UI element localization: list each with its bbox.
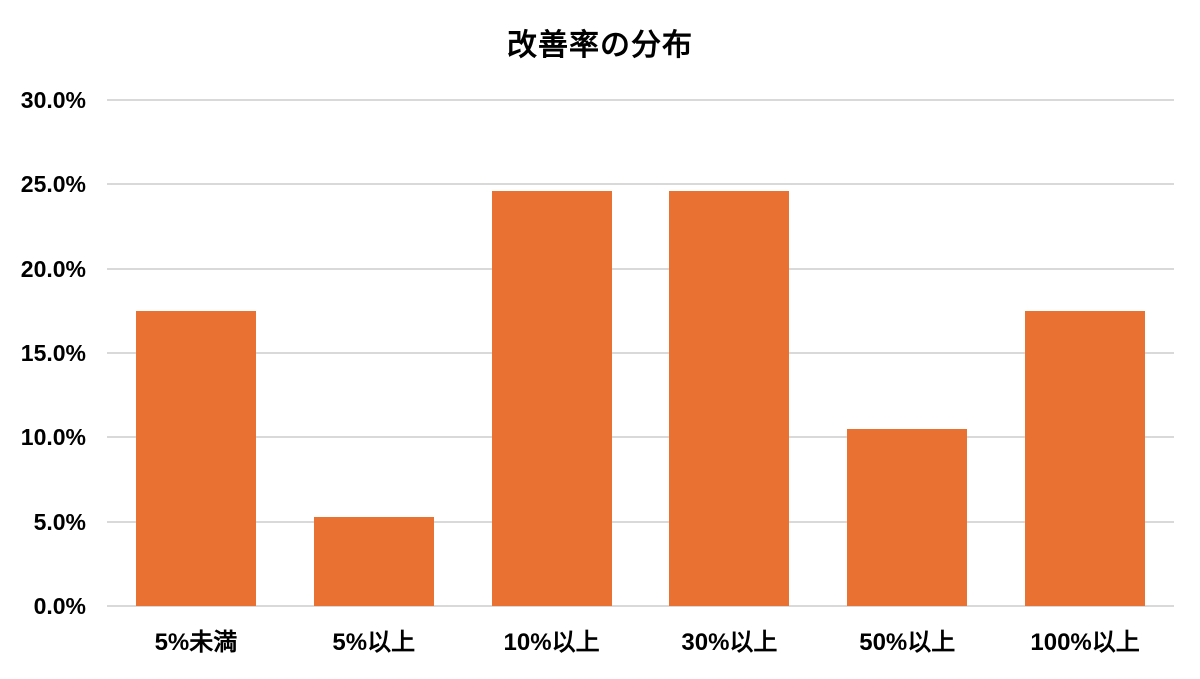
x-tick-label: 30%以上 xyxy=(681,629,778,656)
gridline xyxy=(107,267,1174,270)
bar-100%以上 xyxy=(1025,310,1146,606)
gridline xyxy=(107,183,1174,186)
plot-area xyxy=(107,99,1174,607)
bar-10%以上 xyxy=(491,191,612,606)
x-axis-line xyxy=(107,605,1174,607)
gridline xyxy=(107,352,1174,354)
gridline xyxy=(107,99,1174,101)
x-tick-label: 5%以上 xyxy=(332,629,416,656)
gridline xyxy=(107,436,1174,439)
y-tick-label: 20.0% xyxy=(20,255,86,282)
gridline xyxy=(107,520,1174,523)
x-tick-label: 100%以上 xyxy=(1030,629,1140,656)
chart-title: 改善率の分布 xyxy=(507,29,693,62)
x-tick-label: 10%以上 xyxy=(503,629,600,656)
y-tick-label: 5.0% xyxy=(33,508,86,535)
y-tick-label: 25.0% xyxy=(20,171,86,198)
x-tick-label: 50%以上 xyxy=(859,629,956,656)
x-tick-label: 5%未満 xyxy=(154,629,238,656)
bar-50%以上 xyxy=(847,428,968,606)
bar-30%以上 xyxy=(669,191,790,606)
y-tick-label: 0.0% xyxy=(33,593,86,619)
bar-5%以上 xyxy=(313,516,434,606)
y-tick-label: 15.0% xyxy=(20,340,86,366)
y-tick-label: 30.0% xyxy=(20,87,86,113)
bar-5%未満 xyxy=(135,310,256,606)
y-tick-label: 10.0% xyxy=(20,424,86,451)
